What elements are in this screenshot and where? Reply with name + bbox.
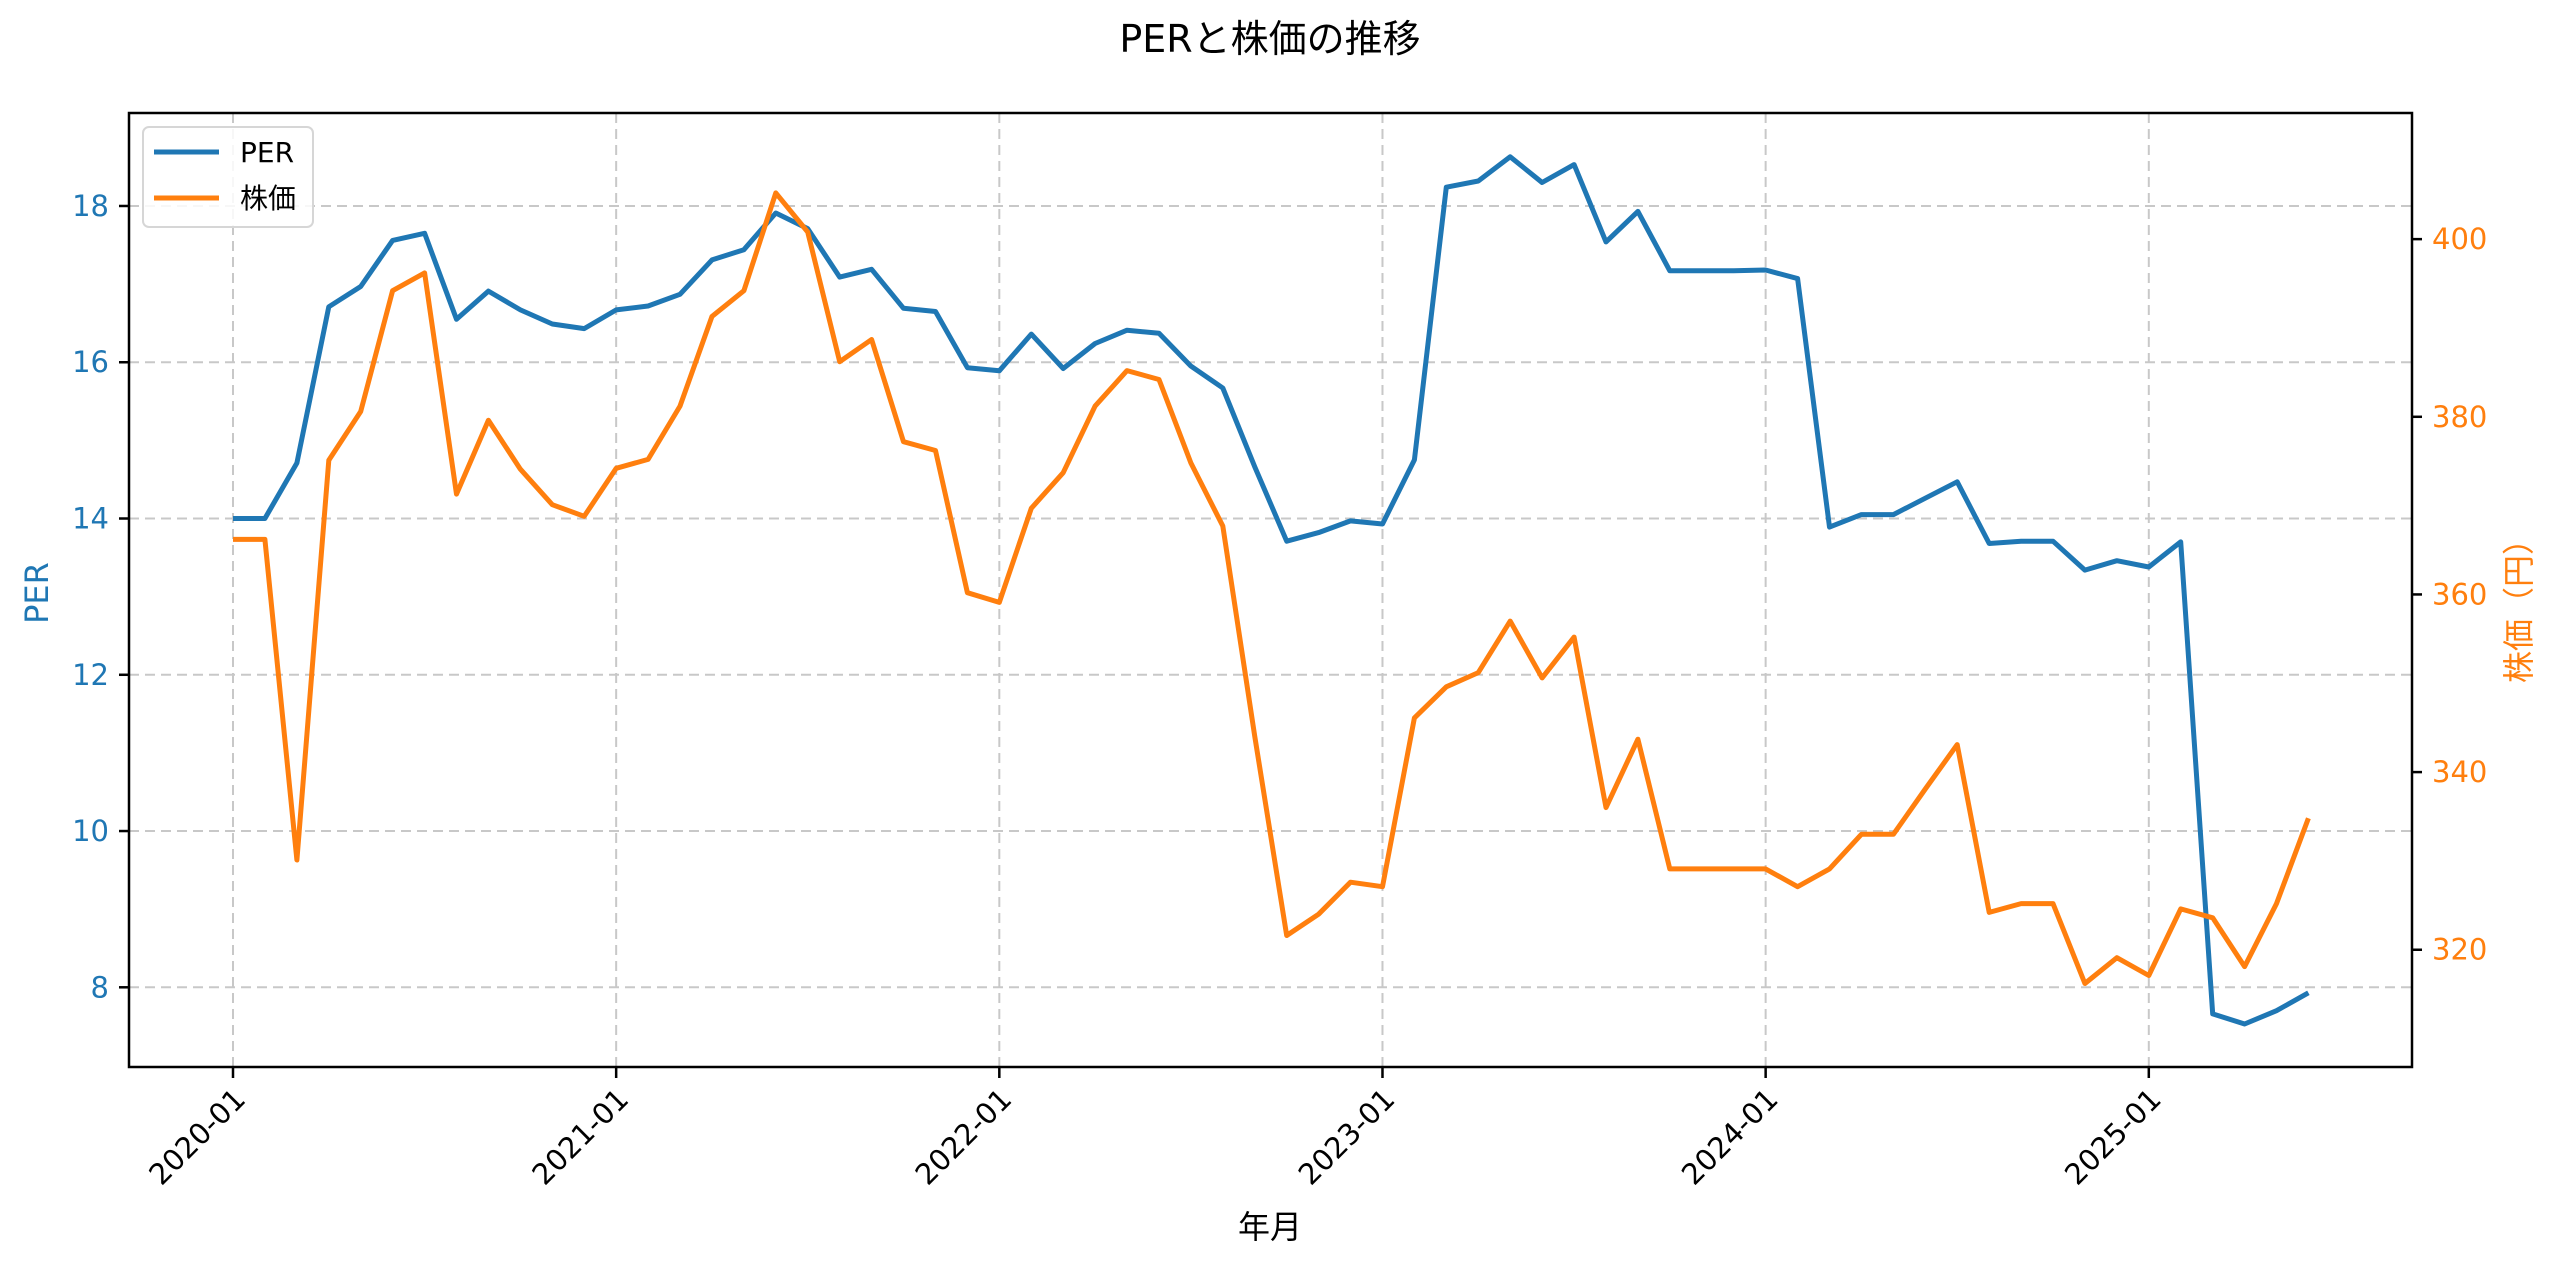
- price-line: [233, 190, 2311, 986]
- grid-lines: [129, 113, 2412, 1067]
- y-tick-right-label: 400: [2432, 222, 2487, 256]
- legend-per-label: PER: [240, 136, 294, 169]
- y-tick-left-label: 8: [91, 970, 109, 1004]
- y-axis-left-label: PER: [18, 562, 56, 624]
- legend: PER 株価: [142, 126, 314, 228]
- y-tick-right-label: 380: [2432, 400, 2487, 434]
- x-tick-label: 2021-01: [525, 1082, 635, 1192]
- x-axis-label: 年月: [1238, 1208, 1302, 1246]
- y-tick-left-label: 18: [72, 189, 109, 223]
- x-tick-label: 2024-01: [1675, 1082, 1785, 1192]
- x-tick-label: 2022-01: [909, 1082, 1019, 1192]
- chart-title: PERと株価の推移: [1119, 17, 1420, 61]
- y-tick-right-label: 340: [2432, 755, 2487, 789]
- plot-area: [233, 154, 2311, 1027]
- y-tick-left-label: 14: [72, 502, 109, 536]
- y-tick-left-label: 10: [72, 814, 109, 848]
- y-axis-right: 320 340 360 380 400: [2412, 222, 2487, 967]
- x-tick-label: 2023-01: [1292, 1082, 1402, 1192]
- legend-price-label: 株価: [240, 182, 296, 215]
- y-tick-right-label: 360: [2432, 577, 2487, 611]
- y-tick-left-label: 12: [72, 658, 109, 692]
- x-axis: 2020-01 2021-01 2022-01 2023-01 2024-01 2025-…: [142, 1067, 2168, 1192]
- y-tick-right-label: 320: [2432, 933, 2487, 967]
- axes-frame: [127, 111, 2414, 1069]
- x-tick-label: 2025-01: [2058, 1082, 2168, 1192]
- y-axis-right-label: 株価（円）: [2500, 523, 2538, 683]
- y-tick-left-label: 16: [72, 345, 109, 379]
- y-axis-left: 8 10 12 14 16 18: [72, 189, 129, 1004]
- per-line: [233, 154, 2310, 1027]
- x-tick-label: 2020-01: [142, 1082, 252, 1192]
